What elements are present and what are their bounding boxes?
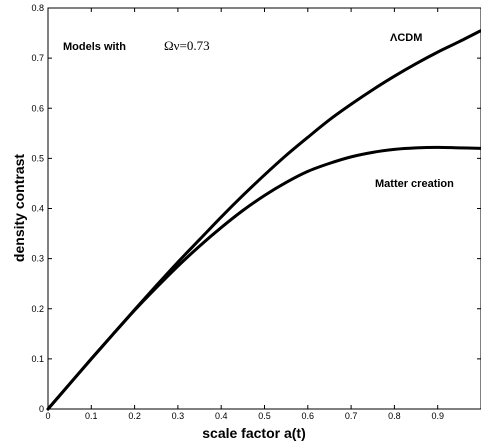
x-tick-label: 0 <box>45 411 50 421</box>
series-line-lcdm <box>46 29 481 411</box>
y-tick-label: 0.5 <box>31 153 44 163</box>
x-axis-title: scale factor a(t) <box>202 425 305 441</box>
annotation-omega-param: Ων=0.73 <box>164 38 210 53</box>
x-tick-label: 0.3 <box>172 411 185 421</box>
y-tick-label: 0 <box>39 404 44 414</box>
y-tick-label: 0.4 <box>31 204 44 214</box>
plot-frame <box>47 7 481 410</box>
x-ticks: 0 0.1 0.2 0.3 0.4 0.5 0.6 0.7 0.8 0.9 <box>45 8 444 421</box>
series-line-matter-creation <box>46 145 481 411</box>
y-tick-label: 0.8 <box>31 3 44 13</box>
y-ticks: 0 0.1 0.2 0.3 0.4 0.5 0.6 0.7 0.8 <box>31 3 481 414</box>
y-tick-label: 0.2 <box>31 304 44 314</box>
y-tick-label: 0.6 <box>31 103 44 113</box>
x-tick-label: 0.5 <box>258 411 271 421</box>
y-axis-title: density contrast <box>11 154 27 262</box>
series-label-lcdm: ΛCDM <box>390 32 422 44</box>
x-tick-label: 0.4 <box>215 411 228 421</box>
x-tick-label: 0.8 <box>388 411 401 421</box>
y-tick-label: 0.7 <box>31 53 44 63</box>
annotation-models-with: Models with <box>63 41 126 53</box>
x-tick-label: 0.9 <box>431 411 444 421</box>
x-tick-label: 0.6 <box>302 411 315 421</box>
x-tick-label: 0.1 <box>85 411 98 421</box>
y-tick-label: 0.1 <box>31 354 44 364</box>
series-label-matter-creation: Matter creation <box>375 178 454 190</box>
y-tick-label: 0.3 <box>31 254 44 264</box>
series-layer <box>46 29 481 411</box>
x-tick-label: 0.2 <box>128 411 141 421</box>
x-tick-label: 0.7 <box>345 411 358 421</box>
